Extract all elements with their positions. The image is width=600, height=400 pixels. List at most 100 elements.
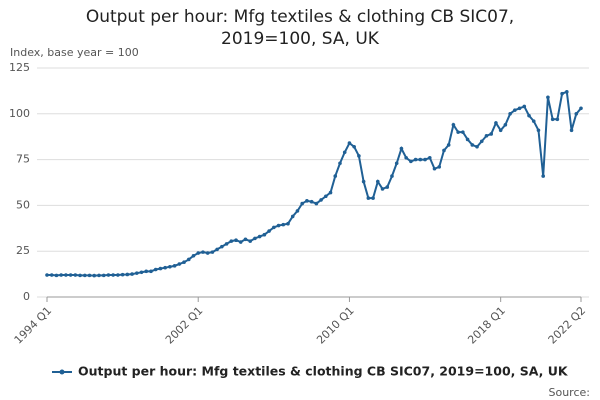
point bbox=[210, 250, 215, 254]
point bbox=[385, 185, 390, 189]
point bbox=[262, 232, 267, 237]
point bbox=[106, 273, 111, 277]
point bbox=[234, 238, 238, 243]
point bbox=[120, 272, 125, 277]
point bbox=[45, 273, 49, 277]
point bbox=[371, 196, 375, 200]
point bbox=[272, 225, 276, 230]
point bbox=[508, 112, 512, 116]
point bbox=[64, 273, 68, 277]
point bbox=[92, 273, 97, 278]
x-tick-label: 2022 Q2 bbox=[546, 304, 589, 347]
point bbox=[87, 273, 92, 278]
point bbox=[489, 132, 494, 136]
point bbox=[522, 104, 527, 109]
point bbox=[295, 209, 300, 213]
point bbox=[418, 157, 423, 162]
point bbox=[73, 273, 78, 277]
x-tick-label: 1994 Q1 bbox=[12, 304, 55, 347]
point bbox=[546, 95, 550, 100]
point bbox=[484, 133, 489, 138]
point bbox=[555, 117, 560, 122]
y-tick-label: 25 bbox=[16, 244, 30, 257]
y-tick-label: 50 bbox=[16, 198, 30, 211]
point bbox=[201, 250, 205, 254]
point bbox=[465, 137, 470, 142]
point bbox=[243, 237, 248, 242]
point bbox=[437, 165, 442, 169]
point bbox=[191, 253, 196, 258]
point bbox=[390, 174, 394, 178]
point bbox=[498, 128, 503, 133]
point bbox=[101, 273, 106, 278]
point bbox=[531, 119, 536, 123]
point bbox=[168, 264, 172, 269]
x-tick-label: 2018 Q1 bbox=[465, 304, 508, 347]
point bbox=[342, 150, 347, 155]
point bbox=[442, 148, 446, 153]
point bbox=[333, 174, 338, 178]
point bbox=[78, 273, 82, 278]
point bbox=[97, 273, 101, 278]
point bbox=[134, 271, 139, 275]
point bbox=[432, 166, 437, 171]
point bbox=[413, 157, 418, 162]
point bbox=[54, 273, 59, 278]
point bbox=[177, 262, 182, 266]
point bbox=[229, 239, 234, 243]
point bbox=[215, 247, 219, 252]
point bbox=[125, 272, 130, 277]
point bbox=[451, 122, 456, 127]
point bbox=[470, 143, 475, 147]
point bbox=[569, 128, 574, 133]
point bbox=[300, 201, 304, 206]
point bbox=[324, 194, 328, 199]
point bbox=[309, 199, 314, 204]
point bbox=[186, 257, 191, 262]
point bbox=[144, 269, 149, 274]
point bbox=[153, 267, 158, 272]
point bbox=[319, 198, 323, 202]
point bbox=[541, 174, 545, 178]
point bbox=[267, 229, 271, 233]
point bbox=[59, 273, 63, 277]
point bbox=[83, 273, 87, 278]
point bbox=[394, 161, 399, 166]
point bbox=[427, 155, 432, 160]
point bbox=[253, 236, 257, 241]
legend-label: Output per hour: Mfg textiles & clothing… bbox=[78, 364, 569, 379]
point bbox=[380, 187, 385, 191]
point bbox=[281, 222, 286, 227]
point bbox=[163, 265, 167, 270]
point bbox=[513, 108, 517, 112]
point bbox=[565, 90, 569, 94]
point bbox=[456, 130, 460, 134]
point bbox=[49, 273, 54, 277]
point bbox=[196, 251, 201, 255]
point bbox=[328, 190, 333, 195]
point bbox=[130, 272, 134, 276]
point bbox=[461, 130, 465, 134]
point bbox=[409, 159, 413, 164]
point bbox=[257, 234, 262, 239]
point bbox=[366, 196, 371, 200]
point bbox=[503, 122, 508, 127]
point bbox=[172, 264, 177, 268]
point bbox=[182, 260, 186, 264]
y-tick-label: 0 bbox=[23, 290, 30, 303]
point bbox=[479, 139, 484, 144]
point bbox=[352, 144, 356, 149]
x-tick-label: 2010 Q1 bbox=[314, 304, 357, 347]
point bbox=[579, 106, 583, 111]
point bbox=[550, 117, 555, 122]
point bbox=[149, 269, 153, 274]
point bbox=[111, 273, 115, 277]
point bbox=[560, 91, 564, 96]
legend-marker bbox=[59, 369, 65, 375]
point bbox=[536, 128, 541, 133]
source: Source: bbox=[549, 386, 591, 399]
point bbox=[527, 113, 531, 118]
point bbox=[290, 214, 295, 219]
point bbox=[375, 179, 380, 184]
point bbox=[248, 239, 253, 243]
